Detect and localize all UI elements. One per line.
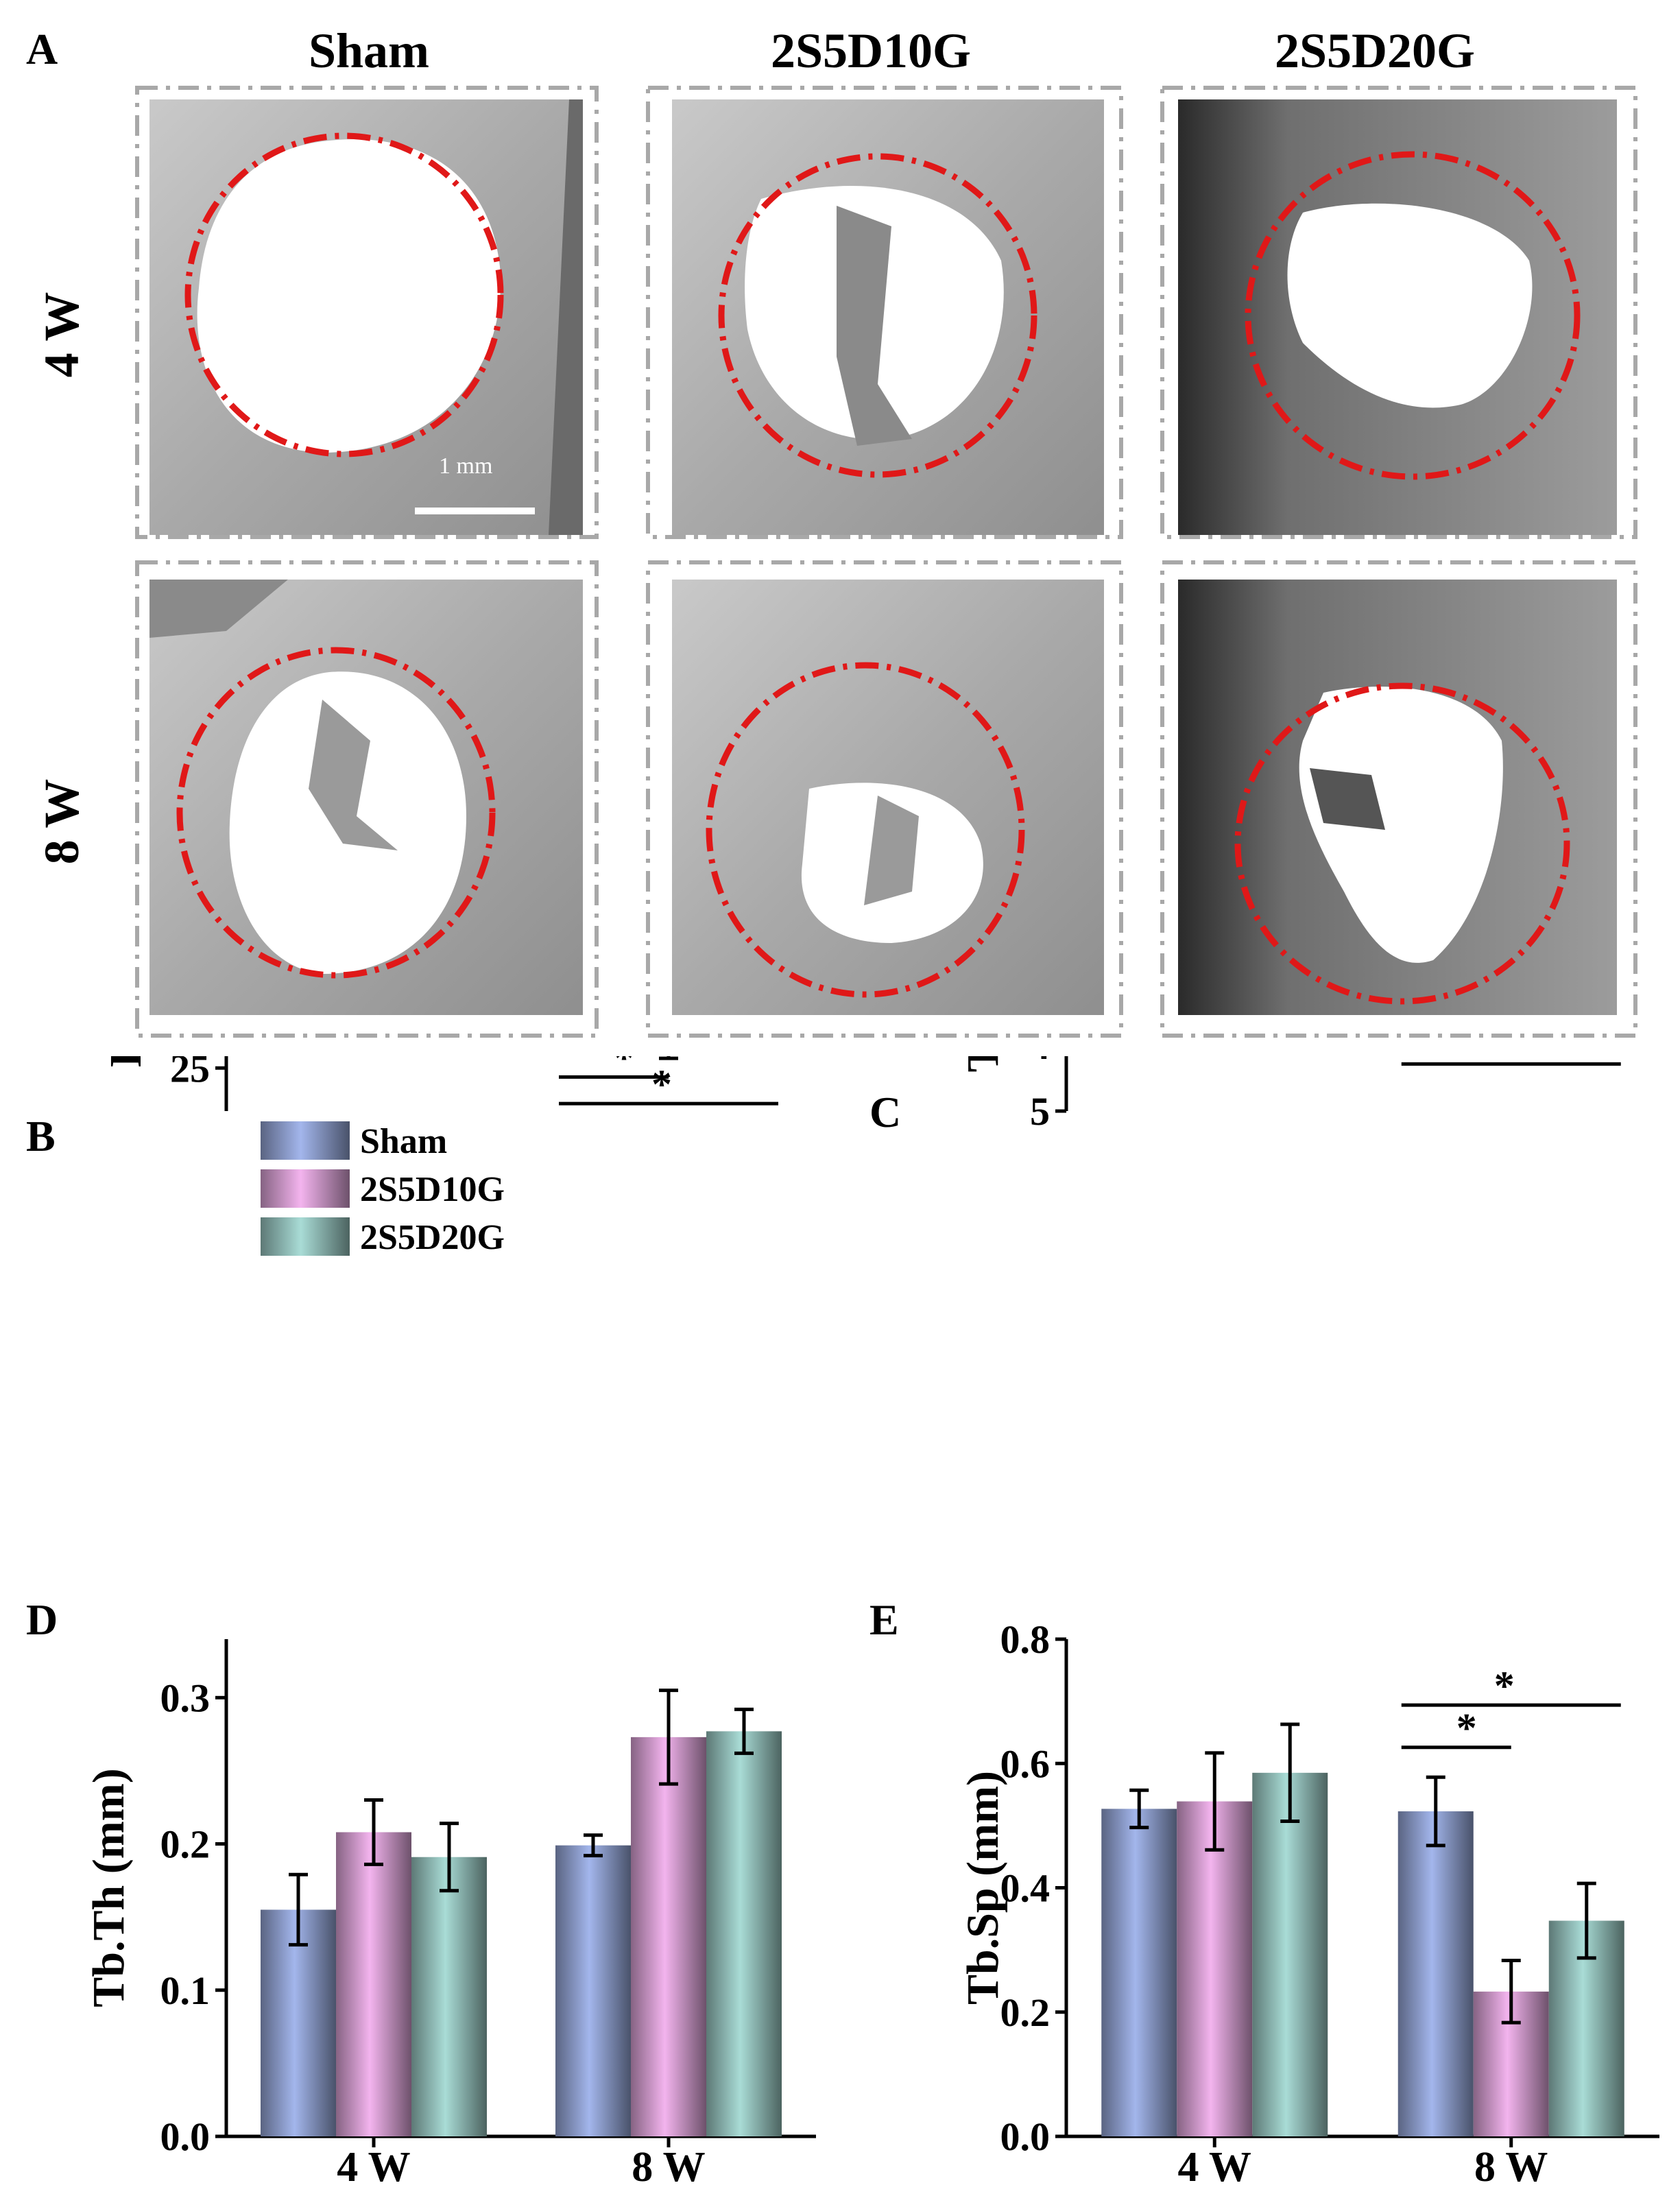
y-tick-label: 25 (170, 1056, 210, 1090)
legend-label: 2S5D20G (360, 1218, 505, 1257)
column-title-sham: Sham (308, 23, 430, 78)
legend-label: 2S5D10G (360, 1170, 505, 1209)
y-axis-label: Tb.N (1/mm) (958, 1056, 1008, 1072)
scale-bar-label: 1 mm (439, 453, 492, 479)
y-axis-label: Tb.Th (mm) (84, 1768, 134, 2007)
y-tick-label: 0.2 (1000, 1990, 1051, 2035)
legend-swatch (261, 1169, 350, 1208)
micro-ct-image-2s5d10g-4w (646, 86, 1123, 539)
defect-circle-outline (1245, 151, 1581, 480)
defect-circle-outline (706, 662, 1025, 998)
panel-d-letter: D (26, 1595, 58, 1644)
bar (261, 1909, 336, 2136)
bar (1177, 1801, 1253, 2136)
micro-ct-image-2s5d20g-8w (1160, 560, 1637, 1038)
y-tick-label: 4 (1030, 1056, 1050, 1068)
significance-label: ** (1484, 1056, 1525, 1067)
bar (411, 1857, 487, 2136)
bar (631, 1737, 706, 2136)
bar-chart-bv-tv: 0510152025BV/TV (%)4 W8 W**Sham2S5D10G2S… (101, 1056, 778, 1257)
micro-ct-image-2s5d20g-4w (1160, 86, 1637, 539)
bar (1397, 1811, 1474, 2136)
bar (1252, 1772, 1328, 2136)
y-tick-label: 0.3 (160, 1676, 211, 1720)
bar (1101, 1809, 1177, 2136)
legend-label: Sham (360, 1122, 447, 1161)
bar (555, 1845, 631, 2136)
bar (336, 1832, 411, 2136)
y-axis-label: Tb.Sp (mm) (958, 1771, 1008, 2005)
defect-circle-outline (1234, 682, 1570, 1005)
significance-label: * (614, 1056, 634, 1080)
micro-ct-image-2s5d10g-8w (646, 560, 1123, 1038)
defect-circle-outline (176, 647, 496, 979)
x-tick-label: 8 W (1474, 2144, 1548, 2191)
panel-e-letter: E (869, 1595, 899, 1644)
significance-label: * (1456, 1706, 1477, 1751)
y-tick-label: 0.0 (1000, 2114, 1051, 2159)
x-tick-label: 4 W (1178, 2144, 1251, 2191)
panel-a-letter: A (26, 25, 58, 73)
bar-chart-tb-sp: 0.0 0.2 0.4 0.6 0.8 Tb.Sp (mm) 4 W 8 W * * (958, 1617, 1659, 2191)
x-tick-label: 4 W (337, 2144, 410, 2191)
column-title-2s5d10g: 2S5D10G (770, 23, 972, 78)
y-tick-label: 0.1 (160, 1968, 211, 2013)
legend-swatch (261, 1217, 350, 1256)
bar-chart-tb-n: 012345Tb.N (1/mm)4 W8 W*** (958, 1056, 1621, 1134)
y-tick-label: 0.8 (1000, 1617, 1051, 1662)
y-tick-label: 0.2 (160, 1822, 211, 1867)
legend-swatch (261, 1121, 350, 1160)
y-tick-label: 5 (1030, 1089, 1050, 1134)
y-tick-label: 0.4 (1000, 1866, 1051, 1911)
micro-ct-grid: 1 mm (135, 86, 1637, 1038)
micro-ct-image-sham-8w (135, 560, 599, 1038)
x-tick-label: 8 W (632, 2144, 705, 2191)
bar-chart-tb-th: 0.0 0.1 0.2 0.3 Tb.Th (mm) 4 W 8 W (84, 1639, 816, 2191)
y-axis-label: BV/TV (%) (101, 1056, 151, 1067)
panel-b-letter: B (26, 1112, 56, 1160)
significance-label: * (1494, 1663, 1515, 1708)
bar (706, 1731, 782, 2136)
micro-ct-image-sham-4w: 1 mm (135, 86, 599, 539)
defect-circle-outline (184, 132, 504, 457)
scale-bar (415, 508, 535, 514)
y-tick-label: 0.0 (160, 2114, 211, 2159)
panel-c-letter: C (869, 1088, 902, 1136)
y-tick-label: 0.6 (1000, 1741, 1051, 1786)
defect-circle-outline (718, 153, 1037, 478)
column-title-2s5d20g: 2S5D20G (1274, 23, 1476, 78)
significance-label: * (651, 1062, 672, 1107)
